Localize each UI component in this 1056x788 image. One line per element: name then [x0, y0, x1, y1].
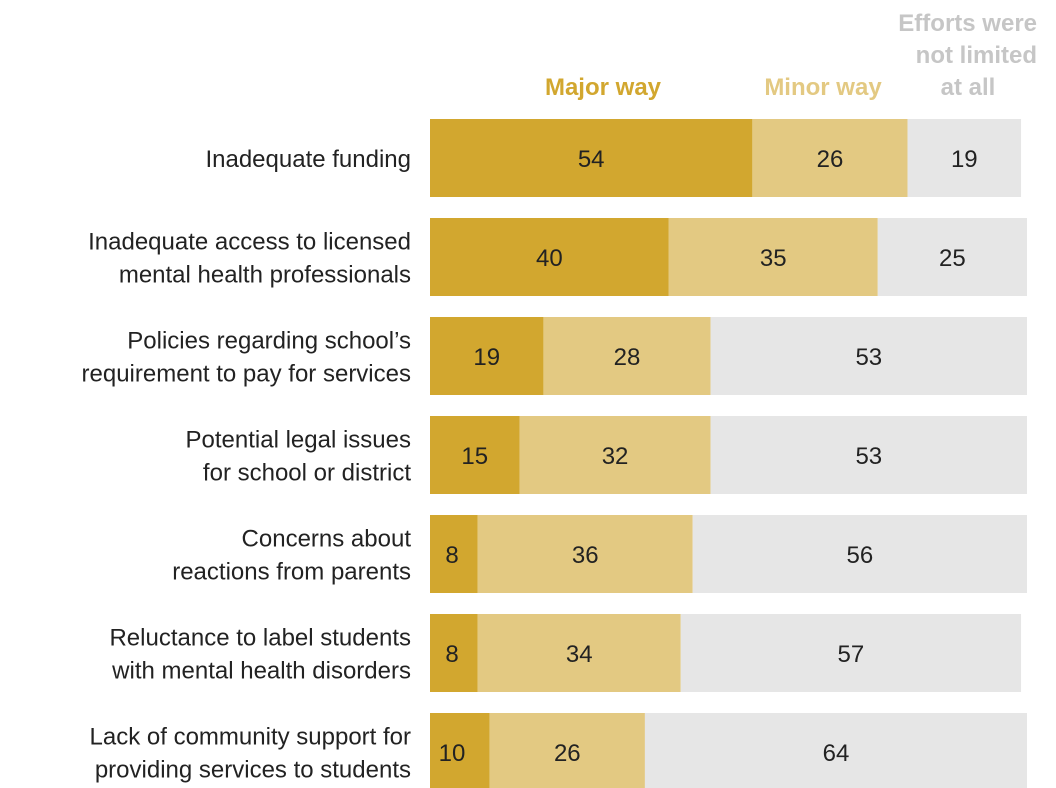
series-header: Efforts were	[898, 10, 1037, 37]
value-label: 8	[445, 542, 458, 569]
category-label: Reluctance to label students	[109, 625, 411, 652]
category-labels: Inadequate funding Inadequate access to l…	[82, 146, 412, 784]
category-label: for school or district	[203, 460, 411, 487]
value-label: 35	[760, 245, 787, 272]
value-label: 26	[554, 740, 581, 767]
bar-segment-minor-way	[477, 515, 693, 593]
bar-segment-major-way	[430, 416, 520, 494]
series-header: Major way	[545, 74, 662, 101]
value-label: 54	[578, 146, 605, 173]
value-labels: 54 26 19 40 35 25 19 28 53 15 32 53 8 36 56 8 34 57 10 26 64	[439, 146, 978, 767]
category-label: reactions from parents	[172, 559, 411, 586]
series-headers: Major way Minor way Efforts were not limite…	[545, 10, 1037, 101]
bar-segment-major-way	[430, 713, 490, 788]
value-label: 28	[614, 344, 641, 371]
value-label: 32	[602, 443, 629, 470]
value-label: 36	[572, 542, 599, 569]
bar-segment-not-limited	[680, 614, 1022, 692]
category-label: Inadequate funding	[205, 146, 411, 173]
bar-segment-not-limited	[692, 515, 1027, 593]
category-label: Policies regarding school’s	[127, 328, 411, 355]
category-label: Concerns about	[242, 526, 412, 553]
value-label: 15	[461, 443, 488, 470]
value-label: 19	[473, 344, 500, 371]
value-label: 8	[445, 641, 458, 668]
bar-segment-not-limited	[644, 713, 1027, 788]
category-label: mental health professionals	[119, 262, 411, 289]
value-label: 19	[951, 146, 978, 173]
bar-segment-major-way	[430, 317, 544, 395]
category-label: Inadequate access to licensed	[88, 229, 411, 256]
bar-segment-major-way	[430, 515, 478, 593]
series-header: Minor way	[764, 74, 882, 101]
value-label: 26	[817, 146, 844, 173]
bar-segment-minor-way	[752, 119, 908, 197]
bar-segment-major-way	[430, 119, 753, 197]
bar-segment-minor-way	[519, 416, 711, 494]
bar-segment-not-limited	[710, 317, 1027, 395]
value-label: 34	[566, 641, 593, 668]
bar-segment-not-limited	[710, 416, 1027, 494]
bar-segment-major-way	[430, 218, 669, 296]
value-label: 53	[855, 344, 882, 371]
series-header: not limited	[916, 42, 1037, 69]
bar-segment-minor-way	[489, 713, 645, 788]
category-label: providing services to students	[95, 757, 411, 784]
value-label: 10	[439, 740, 466, 767]
category-label: Potential legal issues	[186, 427, 411, 454]
series-header: at all	[941, 74, 996, 101]
bar-segment-not-limited	[877, 218, 1027, 296]
bar-segment-not-limited	[907, 119, 1022, 197]
category-label: Lack of community support for	[90, 724, 411, 751]
value-label: 64	[823, 740, 850, 767]
value-label: 56	[846, 542, 873, 569]
bars	[430, 119, 1027, 788]
value-label: 53	[855, 443, 882, 470]
value-label: 57	[838, 641, 865, 668]
value-label: 25	[939, 245, 966, 272]
category-label: requirement to pay for services	[82, 361, 411, 388]
bar-segment-minor-way	[543, 317, 711, 395]
bar-segment-major-way	[430, 614, 478, 692]
category-label: with mental health disorders	[111, 658, 411, 685]
bar-segment-minor-way	[477, 614, 681, 692]
value-label: 40	[536, 245, 563, 272]
bar-segment-minor-way	[668, 218, 878, 296]
